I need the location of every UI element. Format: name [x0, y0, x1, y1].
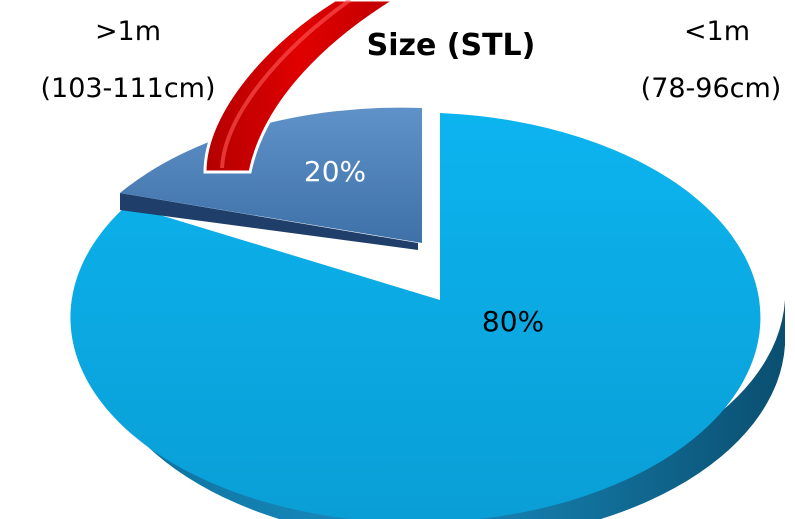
slice-20-side	[120, 193, 418, 250]
red-arrow-icon	[203, 0, 398, 174]
slice-label-80: 80%	[482, 305, 544, 338]
category-label-left-line1: >1m	[95, 16, 161, 47]
slice-80	[70, 113, 761, 519]
chart-title: Size (STL)	[367, 28, 536, 63]
category-label-right-line2: (78-96cm)	[641, 73, 782, 104]
slice-label-20: 20%	[304, 155, 366, 188]
category-label-left-line2: (103-111cm)	[40, 73, 215, 104]
slice-20	[120, 107, 422, 243]
category-label-right-line1: <1m	[684, 16, 750, 47]
